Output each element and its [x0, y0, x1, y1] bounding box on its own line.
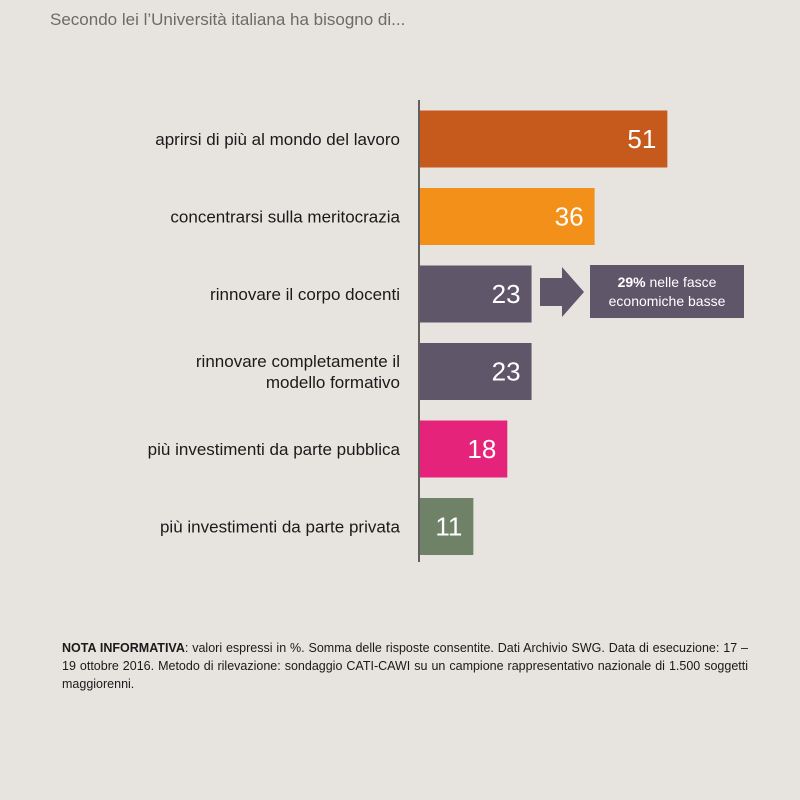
category-label-line: modello formativo: [266, 373, 400, 392]
bar: [420, 110, 668, 168]
callout-bold: 29%: [618, 274, 647, 290]
callout-arrow: [540, 267, 584, 317]
callout-line-1-rest: nelle fasce: [646, 274, 717, 290]
bar-value-label: 18: [467, 434, 496, 464]
category-label-line: rinnovare il corpo docenti: [210, 285, 400, 304]
category-label-line: rinnovare completamente il: [196, 352, 400, 371]
bar-value-label: 11: [435, 512, 462, 542]
callout-line-2: economiche basse: [609, 293, 726, 309]
category-label-line: concentrarsi sulla meritocrazia: [170, 208, 400, 227]
category-label: più investimenti da parte privata: [160, 518, 401, 537]
category-label-line: più investimenti da parte pubblica: [148, 440, 401, 459]
info-note: NOTA INFORMATIVA: valori espressi in %. …: [62, 640, 748, 693]
callout: 29% nelle fasce economiche basse: [540, 265, 744, 318]
category-label-line: più investimenti da parte privata: [160, 518, 401, 537]
note-label: NOTA INFORMATIVA: [62, 641, 185, 655]
chart-subtitle: Secondo lei l’Università italiana ha bis…: [50, 10, 406, 29]
bars-layer: 51 aprirsi di più al mondo del lavoro 36 co…: [148, 110, 668, 555]
note-text: : valori espressi in %. Somma delle risp…: [62, 641, 748, 691]
bar: [420, 420, 508, 478]
callout-line-1: 29% nelle fasce: [618, 274, 717, 290]
bar: [420, 343, 532, 400]
bar: [420, 265, 532, 323]
bar: [420, 498, 474, 555]
category-label: più investimenti da parte pubblica: [148, 440, 401, 459]
bar-chart: 51 aprirsi di più al mondo del lavoro 36 co…: [148, 100, 744, 562]
category-label: aprirsi di più al mondo del lavoro: [155, 130, 400, 149]
bar-value-label: 23: [492, 357, 521, 387]
bar-value-label: 23: [492, 279, 521, 309]
callout-box: [590, 265, 744, 318]
category-label: rinnovare completamente il modello format…: [196, 352, 400, 392]
category-label: concentrarsi sulla meritocrazia: [170, 208, 400, 227]
category-label: rinnovare il corpo docenti: [210, 285, 400, 304]
category-label-line: aprirsi di più al mondo del lavoro: [155, 130, 400, 149]
bar: [420, 188, 595, 245]
bar-value-label: 36: [555, 202, 584, 232]
bar-value-label: 51: [627, 124, 656, 154]
